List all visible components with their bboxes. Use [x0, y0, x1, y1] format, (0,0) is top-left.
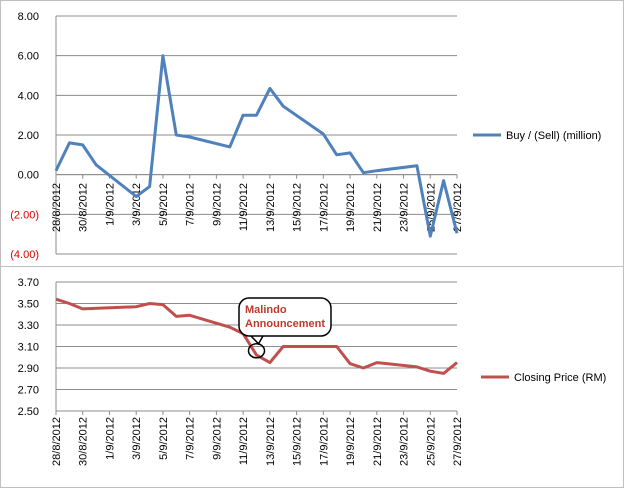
x-tick-label: 19/9/2012 — [345, 183, 357, 232]
annotation-callout: Malindo Announcement — [238, 297, 332, 359]
y-tick-label: 3.70 — [18, 277, 39, 289]
y-tick-label: 2.50 — [18, 406, 39, 418]
series-line — [54, 54, 459, 238]
annotation-box — [238, 297, 332, 337]
x-tick-label: 19/9/2012 — [345, 417, 357, 466]
y-tick-label: 8.00 — [18, 11, 39, 23]
y-tick-label: 3.30 — [18, 320, 39, 332]
x-tick-label: 7/9/2012 — [185, 183, 197, 226]
x-tick-label: 9/9/2012 — [211, 183, 223, 226]
x-tick-label: 11/9/2012 — [238, 417, 250, 465]
x-tick-label: 30/8/2012 — [78, 183, 90, 232]
x-tick-label: 1/9/2012 — [104, 183, 116, 226]
annotation-marker — [247, 343, 266, 359]
x-tick-label: 27/9/2012 — [452, 417, 464, 466]
y-tick-label: 3.50 — [18, 299, 39, 311]
y-tick-label: 2.70 — [18, 385, 39, 397]
x-tick-label: 3/9/2012 — [131, 417, 143, 460]
x-tick-label: 5/9/2012 — [158, 183, 170, 226]
x-tick-label: 21/9/2012 — [372, 417, 384, 466]
x-tick-label: 13/9/2012 — [265, 183, 277, 232]
x-tick-label: 11/9/2012 — [238, 183, 250, 231]
x-tick-label: 17/9/2012 — [318, 417, 330, 466]
y-tick-label: (4.00) — [10, 249, 39, 261]
x-tick-label: 25/9/2012 — [425, 417, 437, 466]
legend-label: Buy / (Sell) (million) — [506, 130, 601, 142]
chart-panel-bottom: 2.50 2.70 2.90 3.10 3.30 3.50 3.70 28/8/2012 30/… — [0, 267, 624, 488]
x-tick-label: 17/9/2012 — [318, 183, 330, 232]
annotation-pointer — [250, 335, 264, 346]
annotation-text: Announcement — [245, 318, 325, 330]
x-tick-label: 23/9/2012 — [399, 417, 411, 466]
x-tick-label: 30/8/2012 — [78, 417, 90, 466]
y-tick-label: 4.00 — [18, 90, 39, 102]
x-tick-label: 1/9/2012 — [104, 417, 116, 460]
x-tick-label: 23/9/2012 — [399, 183, 411, 232]
x-tick-label: 28/8/2012 — [51, 417, 63, 466]
x-tick-label: 7/9/2012 — [185, 417, 197, 460]
annotation-text: Malindo — [245, 304, 287, 316]
chart-panel-top: (4.00) (2.00) 0.00 2.00 4.00 6.00 8.00 28/8/201… — [0, 0, 624, 267]
buy-sell-chart: (4.00) (2.00) 0.00 2.00 4.00 6.00 8.00 28/8/201… — [10, 11, 601, 261]
x-tick-label: 28/8/2012 — [51, 183, 63, 232]
x-tick-label: 15/9/2012 — [292, 183, 304, 232]
y-tick-label: 2.00 — [18, 130, 39, 142]
y-tick-label: 2.90 — [18, 363, 39, 375]
x-tick-label: 13/9/2012 — [265, 417, 277, 466]
x-tick-label: 9/9/2012 — [211, 417, 223, 460]
series-line — [55, 297, 458, 375]
x-tick-label: 5/9/2012 — [158, 417, 170, 460]
legend-label: Closing Price (RM) — [514, 372, 606, 384]
x-tick-label: 3/9/2012 — [131, 183, 143, 226]
y-tick-label: 3.10 — [18, 342, 39, 354]
y-tick-label: (2.00) — [10, 209, 39, 221]
closing-price-chart: 2.50 2.70 2.90 3.10 3.30 3.50 3.70 28/8/2012 30/… — [18, 277, 607, 466]
y-tick-label: 0.00 — [18, 170, 39, 182]
y-tick-label: 6.00 — [18, 51, 39, 63]
x-tick-label: 15/9/2012 — [292, 417, 304, 466]
x-tick-label: 21/9/2012 — [372, 183, 384, 232]
